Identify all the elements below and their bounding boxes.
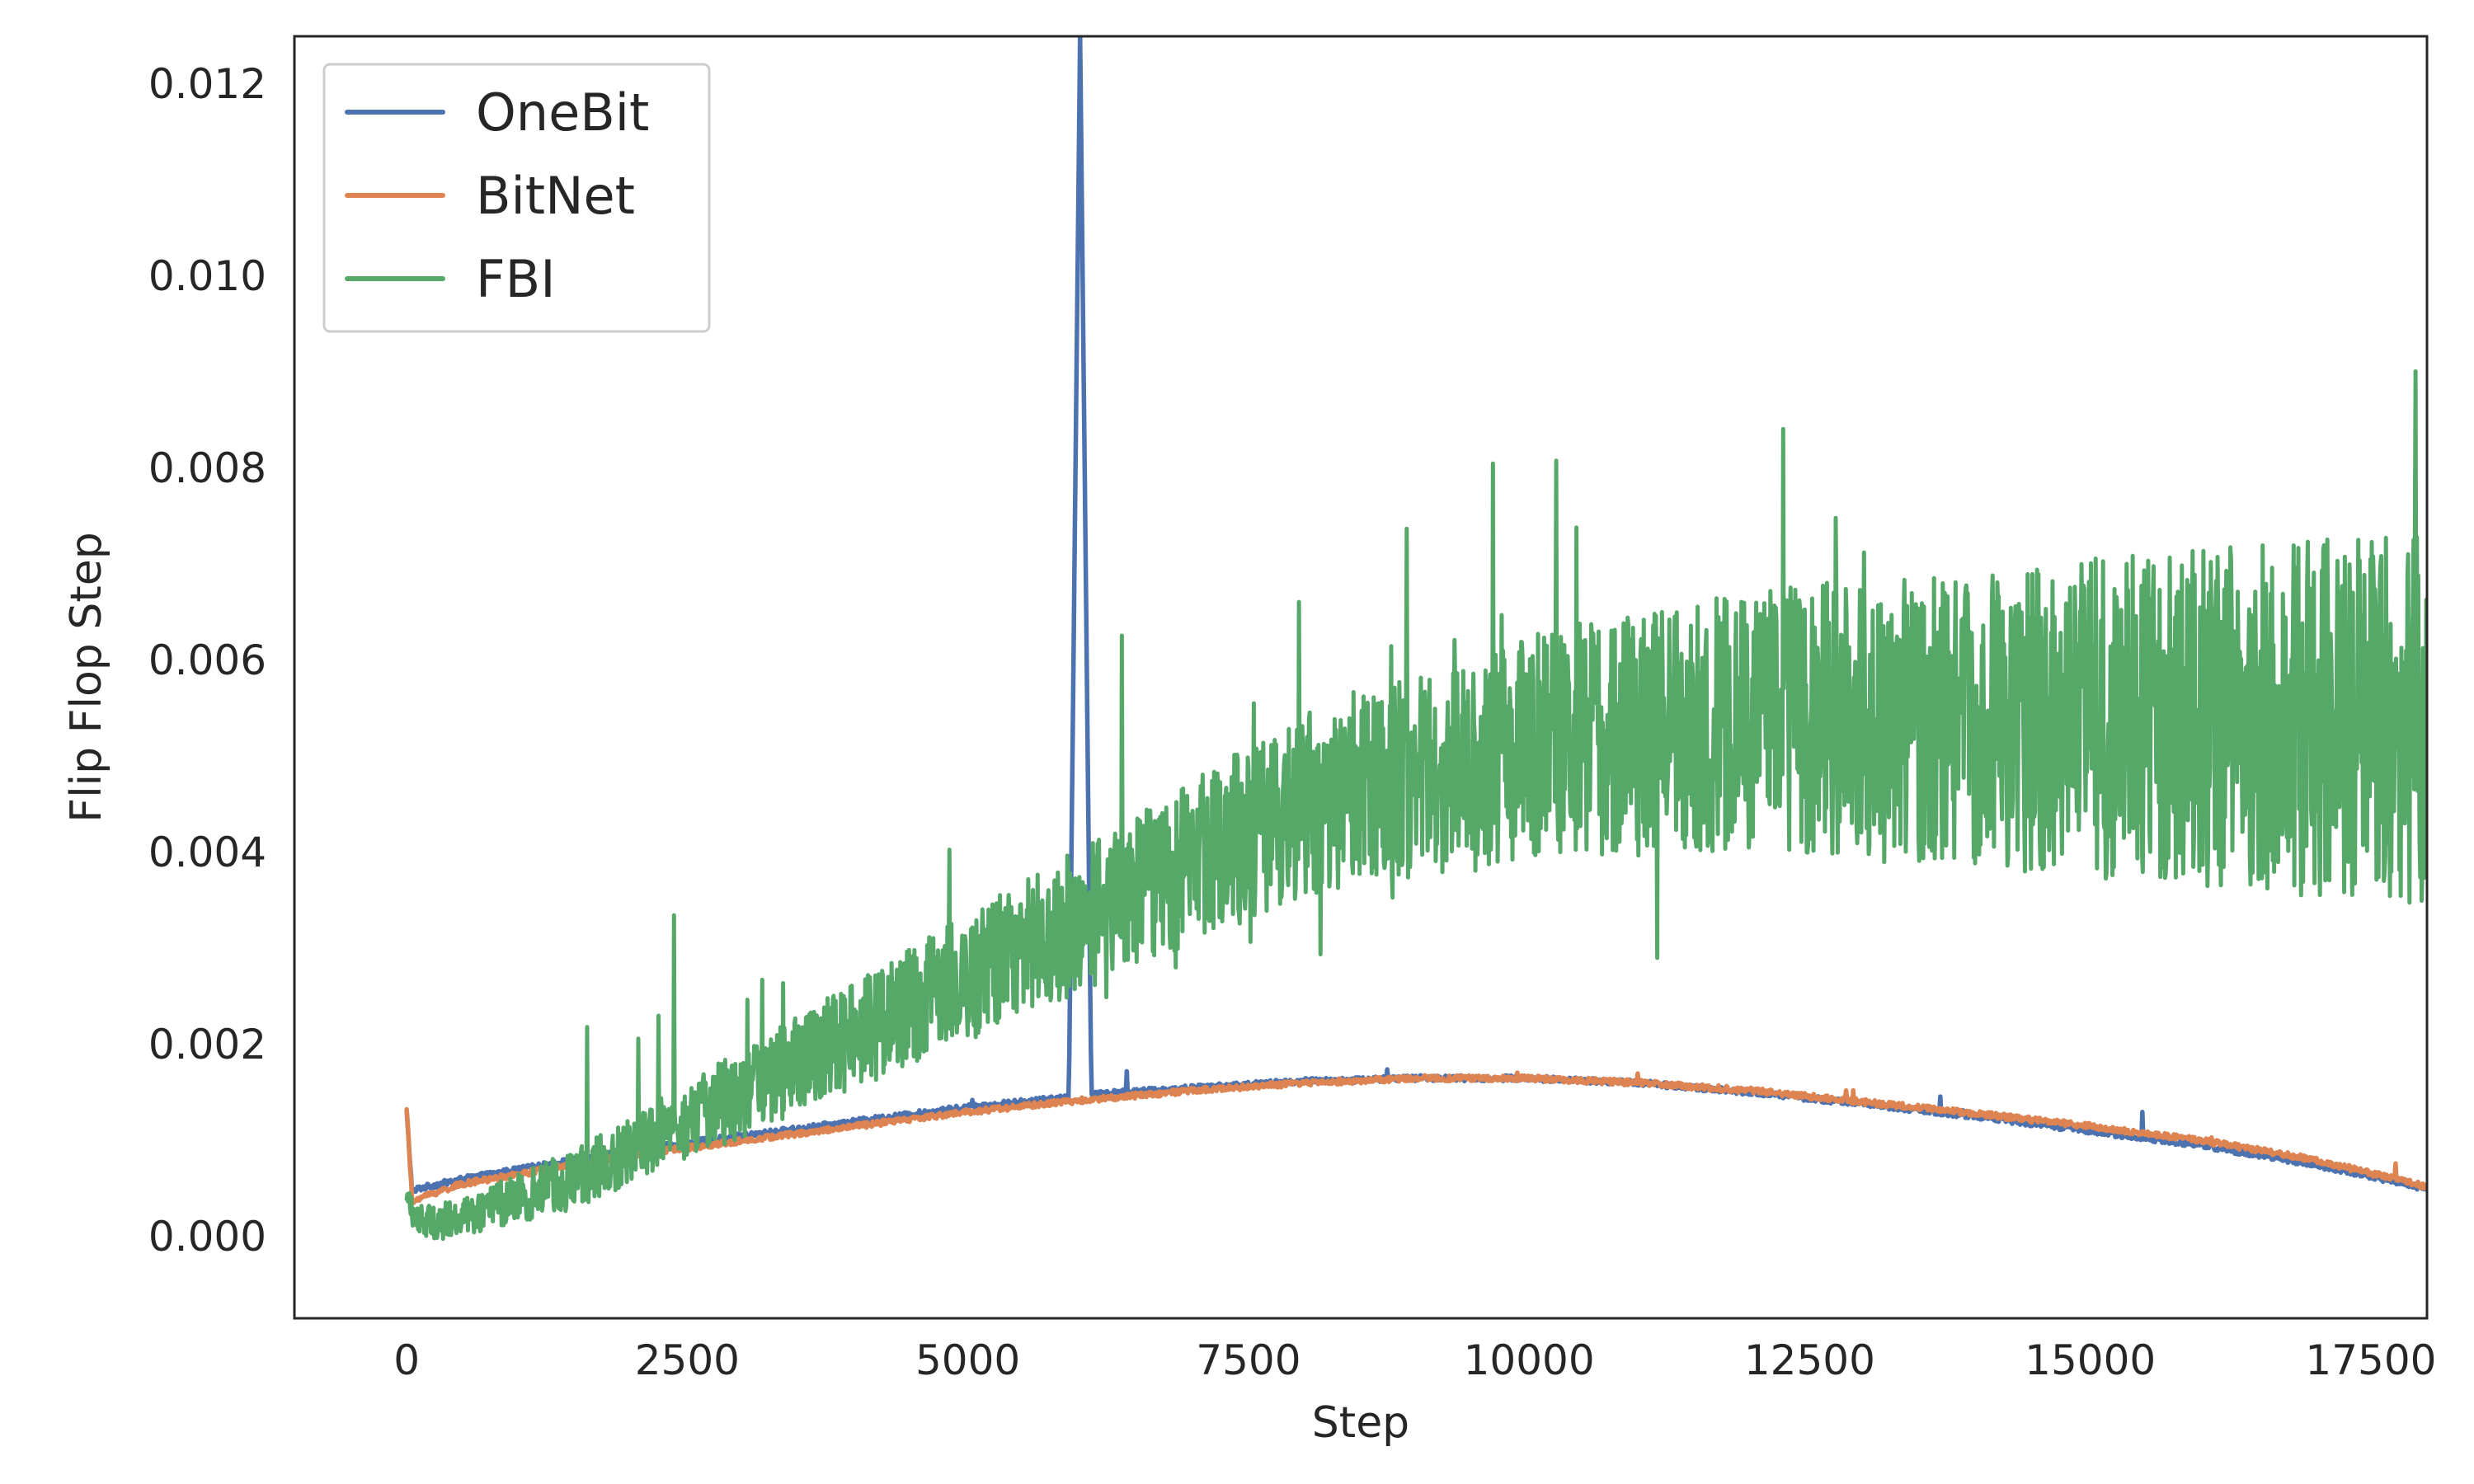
legend-box bbox=[322, 63, 711, 333]
legend: OneBit BitNet FBI bbox=[322, 63, 711, 333]
y-tick-label: 0.010 bbox=[148, 252, 266, 300]
legend-label-onebit: OneBit bbox=[476, 82, 649, 143]
y-tick-label: 0.008 bbox=[148, 444, 266, 492]
y-tick-label: 0.002 bbox=[148, 1021, 266, 1068]
x-axis-label: Step bbox=[1312, 1398, 1409, 1448]
y-tick-label: 0.004 bbox=[148, 829, 266, 876]
y-tick-label: 0.012 bbox=[148, 60, 266, 108]
plot-frame bbox=[293, 35, 2429, 1320]
y-axis-label: Flip Flop Step bbox=[62, 532, 111, 822]
x-tick-label: 12500 bbox=[1744, 1336, 1875, 1384]
x-tick-label: 10000 bbox=[1464, 1336, 1595, 1384]
x-tick-label: 17500 bbox=[2305, 1336, 2436, 1384]
legend-label-fbi: FBI bbox=[476, 249, 555, 309]
series-line-bitnet bbox=[404, 1070, 2427, 1205]
y-tick-label: 0.000 bbox=[148, 1213, 266, 1261]
x-tick-label: 7500 bbox=[1196, 1336, 1300, 1384]
x-tick-label: 5000 bbox=[915, 1336, 1020, 1384]
x-tick-label: 0 bbox=[393, 1336, 420, 1384]
x-tick-label: 15000 bbox=[2025, 1336, 2156, 1384]
series-line-fbi bbox=[404, 369, 2427, 1242]
legend-label-bitnet: BitNet bbox=[476, 166, 635, 226]
y-tick-label: 0.006 bbox=[148, 636, 266, 684]
x-tick-label: 2500 bbox=[635, 1336, 740, 1384]
series-lines bbox=[404, 36, 2427, 1242]
